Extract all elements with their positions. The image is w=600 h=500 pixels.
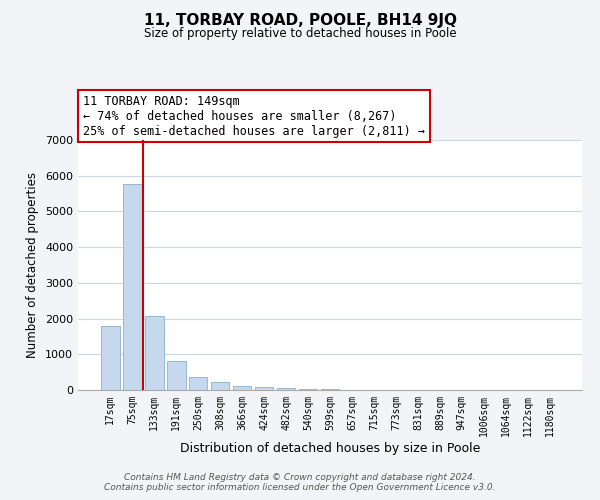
Bar xyxy=(255,387,274,390)
Bar xyxy=(123,184,142,390)
Bar xyxy=(277,388,295,390)
Text: Contains HM Land Registry data © Crown copyright and database right 2024.
Contai: Contains HM Land Registry data © Crown c… xyxy=(104,473,496,492)
Y-axis label: Number of detached properties: Number of detached properties xyxy=(26,172,40,358)
Bar xyxy=(167,361,185,390)
Bar xyxy=(211,382,229,390)
Bar xyxy=(101,326,119,390)
X-axis label: Distribution of detached houses by size in Poole: Distribution of detached houses by size … xyxy=(180,442,480,454)
Text: 11 TORBAY ROAD: 149sqm
← 74% of detached houses are smaller (8,267)
25% of semi-: 11 TORBAY ROAD: 149sqm ← 74% of detached… xyxy=(83,94,425,138)
Bar xyxy=(233,386,251,390)
Text: 11, TORBAY ROAD, POOLE, BH14 9JQ: 11, TORBAY ROAD, POOLE, BH14 9JQ xyxy=(143,12,457,28)
Text: Size of property relative to detached houses in Poole: Size of property relative to detached ho… xyxy=(143,28,457,40)
Bar xyxy=(145,316,164,390)
Bar xyxy=(299,389,317,390)
Bar xyxy=(189,377,208,390)
